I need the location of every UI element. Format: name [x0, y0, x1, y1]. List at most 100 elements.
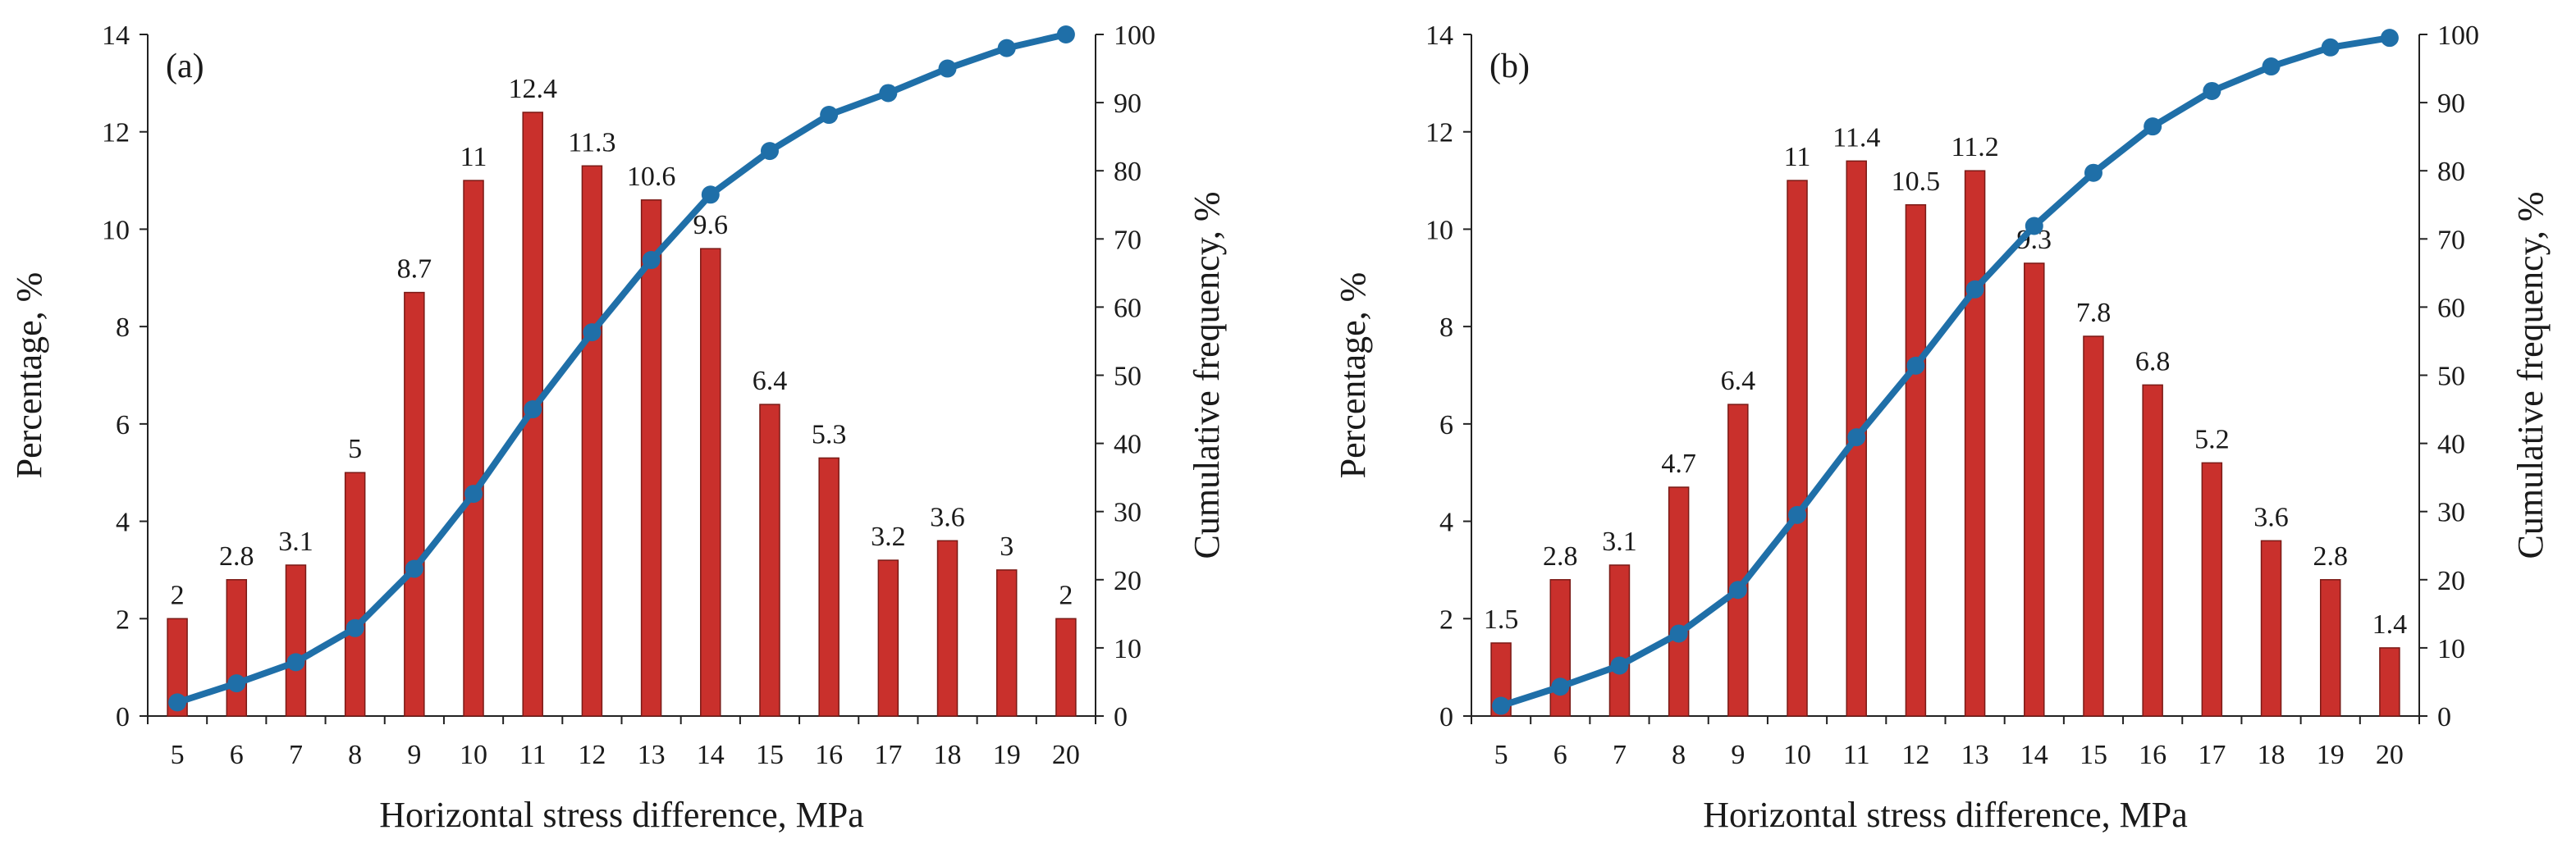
- x-tick-label: 6: [230, 740, 244, 770]
- left-y-axis-title: Percentage, %: [9, 272, 49, 479]
- right-y-tick-label: 50: [2437, 362, 2465, 392]
- panel-label: (b): [1489, 48, 1530, 85]
- bar-value-label: 2.8: [2313, 541, 2348, 572]
- left-y-tick-label: 0: [1439, 702, 1453, 732]
- cumulative-point: [1551, 677, 1570, 696]
- bar-value-label: 5.3: [812, 419, 847, 449]
- bar: [2024, 262, 2045, 717]
- bar-value-label: 11: [460, 142, 487, 172]
- x-tick-label: 20: [1052, 740, 1080, 770]
- right-y-tick-label: 30: [2437, 498, 2465, 528]
- cumulative-frequency-line: [1499, 34, 2391, 709]
- x-tick-label: 18: [2258, 740, 2285, 770]
- cumulative-point: [464, 485, 483, 504]
- right-y-axis-title: Cumulative frequency, %: [2510, 192, 2551, 559]
- cumulative-point: [1492, 696, 1511, 715]
- x-tick-label: 13: [638, 740, 666, 770]
- bar-value-label: 6.4: [753, 366, 788, 396]
- cumulative-frequency-line: [176, 31, 1067, 706]
- left-y-tick-label: 2: [1439, 604, 1453, 635]
- cumulative-point: [642, 251, 661, 270]
- cumulative-point: [1056, 25, 1075, 43]
- left-y-tick-label: 12: [1425, 118, 1453, 148]
- right-y-tick-label: 40: [2437, 430, 2465, 460]
- cumulative-point: [286, 653, 305, 672]
- right-y-tick-label: 60: [1114, 293, 1142, 323]
- bar-value-label: 1.5: [1484, 604, 1519, 635]
- cumulative-point: [168, 693, 187, 712]
- bar: [2379, 647, 2400, 717]
- left-y-tick-label: 10: [1425, 215, 1453, 245]
- cumulative-point: [345, 618, 364, 637]
- x-tick-label: 17: [874, 740, 902, 770]
- bar: [1787, 180, 1808, 717]
- right-y-tick-label: 70: [1114, 225, 1142, 255]
- bar: [936, 540, 959, 717]
- left-y-tick-label: 2: [116, 604, 130, 635]
- right-y-tick-label: 40: [1114, 430, 1142, 460]
- x-tick-label: 7: [1613, 740, 1627, 770]
- cumulative-point: [2321, 38, 2340, 57]
- bar: [700, 248, 721, 717]
- bar: [759, 404, 780, 717]
- bar: [285, 564, 307, 717]
- left-y-tick-label: 0: [116, 702, 130, 732]
- bar: [818, 457, 840, 717]
- cumulative-point: [1669, 624, 1688, 643]
- bar-value-label: 5: [348, 434, 362, 464]
- x-tick-label: 12: [578, 740, 606, 770]
- bar-value-label: 3.2: [871, 522, 906, 552]
- bar-value-label: 11.3: [568, 127, 615, 157]
- bar: [2319, 579, 2341, 717]
- x-tick-label: 5: [1494, 740, 1508, 770]
- right-y-tick-label: 100: [1114, 21, 1155, 51]
- right-y-axis-title: Cumulative frequency, %: [1187, 192, 1227, 559]
- panel-label: (a): [166, 48, 204, 85]
- bar-value-label: 11.2: [1951, 132, 1998, 162]
- bar-value-label: 3.1: [278, 527, 313, 557]
- x-tick-label: 10: [1783, 740, 1811, 770]
- left-y-tick-label: 10: [102, 215, 130, 245]
- bar: [404, 291, 425, 717]
- cumulative-point: [1610, 656, 1629, 675]
- cumulative-point: [2025, 217, 2043, 235]
- left-y-tick-label: 6: [1439, 410, 1453, 440]
- bar-value-label: 12.4: [508, 74, 557, 104]
- cumulative-point: [2380, 29, 2399, 48]
- bar-value-label: 3.6: [930, 502, 965, 532]
- x-tick-label: 20: [2376, 740, 2404, 770]
- right-y-tick-label: 70: [2437, 225, 2465, 255]
- cumulative-point: [2084, 163, 2102, 182]
- left-y-tick-label: 6: [116, 410, 130, 440]
- x-tick-label: 19: [993, 740, 1021, 770]
- right-y-tick-label: 90: [1114, 89, 1142, 119]
- x-tick-label: 11: [519, 740, 547, 770]
- bar-value-label: 2.8: [219, 541, 254, 572]
- bar: [581, 165, 603, 717]
- bar-value-label: 3.1: [1602, 527, 1637, 557]
- x-tick-label: 15: [756, 740, 784, 770]
- bar: [1608, 564, 1631, 717]
- left-y-tick-label: 8: [116, 312, 130, 343]
- bar-value-label: 3: [1000, 531, 1013, 562]
- bar: [344, 472, 366, 717]
- x-tick-label: 19: [2317, 740, 2345, 770]
- x-tick-label: 11: [1843, 740, 1870, 770]
- x-tick-label: 16: [2139, 740, 2166, 770]
- cumulative-point: [227, 674, 246, 693]
- left-y-tick-label: 4: [116, 508, 130, 538]
- cumulative-point: [524, 400, 542, 419]
- x-tick-label: 10: [460, 740, 487, 770]
- bar-value-label: 2.8: [1543, 541, 1578, 572]
- right-y-tick-label: 80: [1114, 157, 1142, 187]
- cumulative-point: [2203, 81, 2221, 100]
- cumulative-point: [1965, 280, 1984, 299]
- x-tick-label: 15: [2080, 740, 2107, 770]
- cumulative-point: [1788, 505, 1807, 524]
- x-tick-label: 8: [348, 740, 362, 770]
- bar: [2083, 335, 2104, 717]
- bar: [1055, 618, 1077, 717]
- cumulative-point: [1728, 581, 1747, 600]
- bar-value-label: 6.4: [1721, 366, 1756, 396]
